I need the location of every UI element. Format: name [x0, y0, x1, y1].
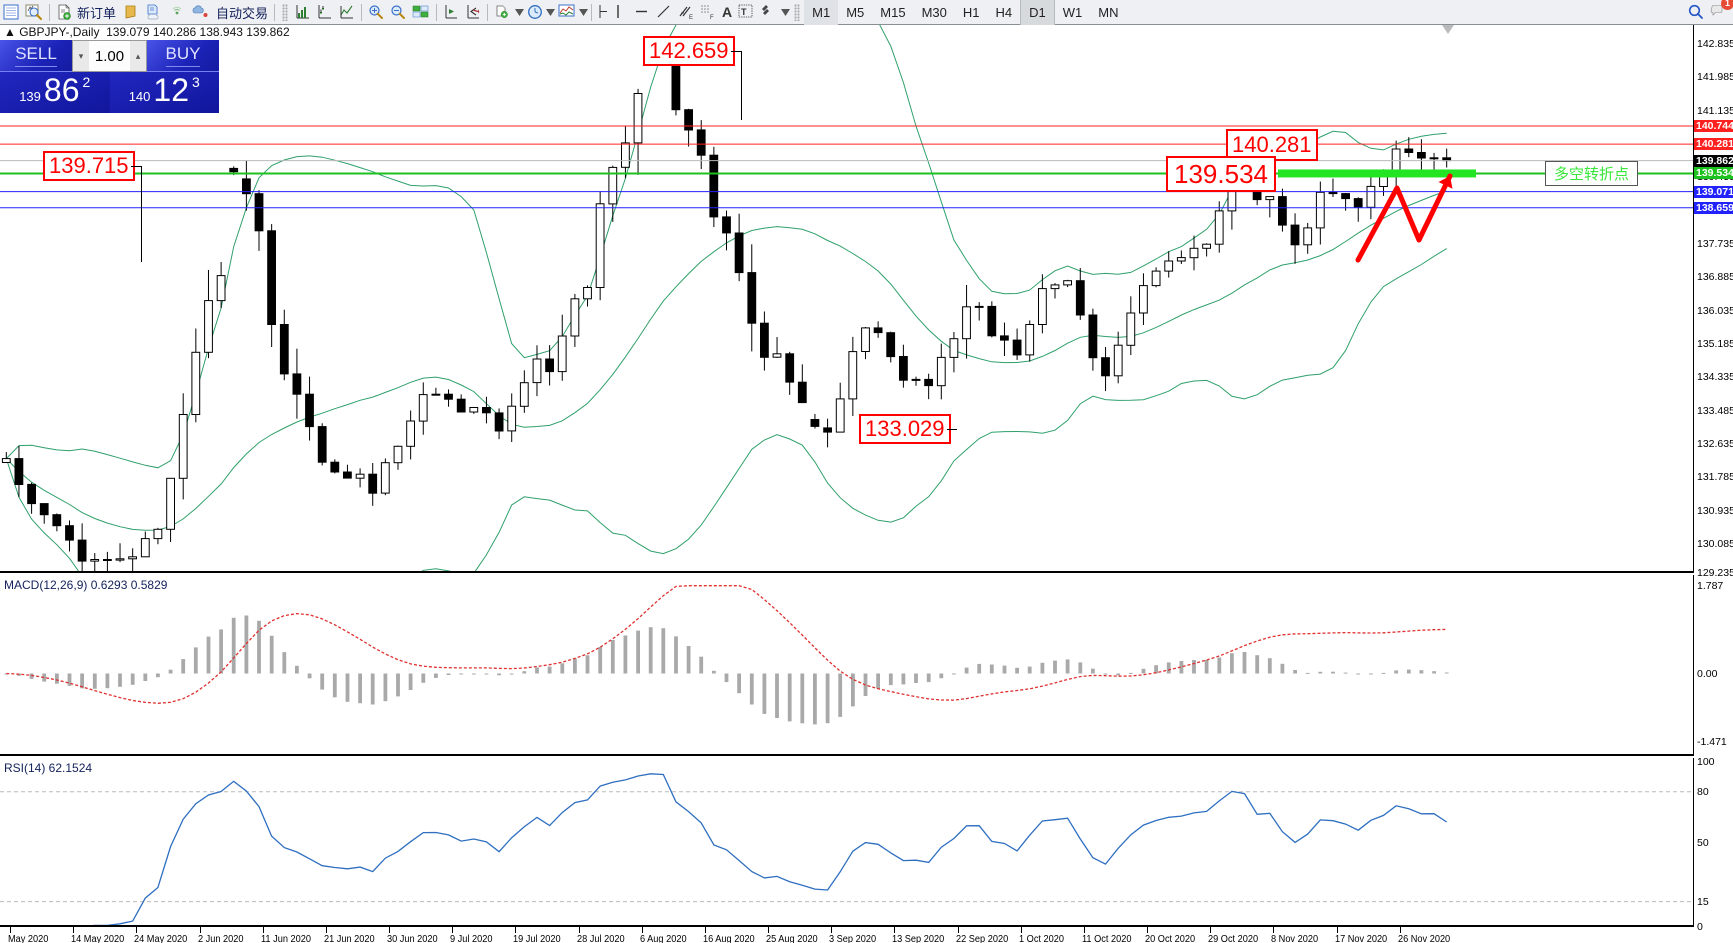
svg-text:E: E	[689, 15, 693, 20]
svg-text:F: F	[710, 15, 714, 20]
svg-text:T: T	[741, 7, 747, 17]
